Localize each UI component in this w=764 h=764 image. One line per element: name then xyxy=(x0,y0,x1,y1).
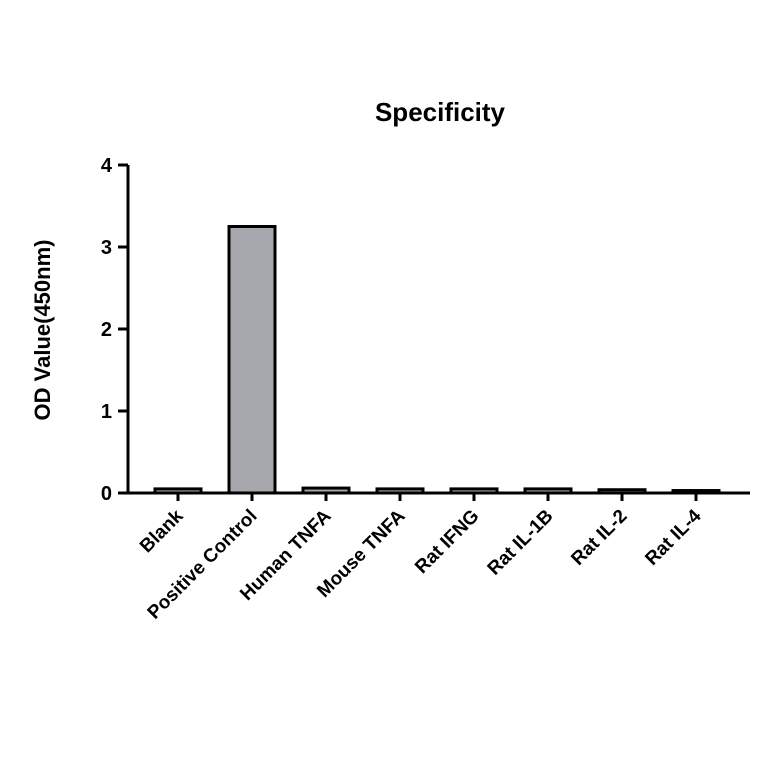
y-tick-label: 2 xyxy=(101,319,112,341)
y-tick-label: 3 xyxy=(101,237,112,259)
x-tick-label: Blank xyxy=(136,505,188,557)
y-tick-label: 4 xyxy=(101,155,113,177)
y-tick-label: 0 xyxy=(101,483,112,505)
x-tick-label: Rat IL-4 xyxy=(641,505,705,569)
x-tick-label: Rat IL-2 xyxy=(567,506,631,570)
x-tick-label: Rat IL-1B xyxy=(484,506,558,580)
x-tick-label: Rat IFNG xyxy=(411,506,483,578)
bars xyxy=(153,225,721,495)
chart-title: Specificity xyxy=(375,97,506,127)
y-axis: 0 1 2 3 4 xyxy=(101,155,130,505)
y-axis-label: OD Value(450nm) xyxy=(30,240,55,421)
y-tick-label: 1 xyxy=(101,401,112,423)
bar-positive-control xyxy=(227,225,277,495)
